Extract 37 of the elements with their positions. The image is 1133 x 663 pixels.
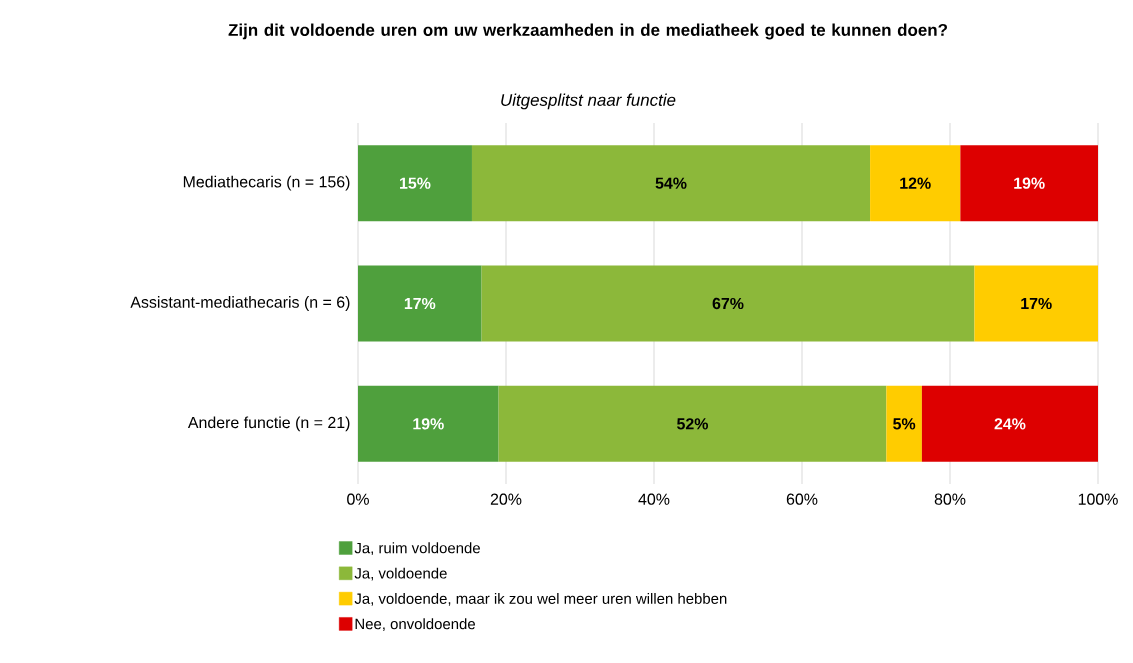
data-label: 52% bbox=[677, 418, 709, 430]
x-tick-label: 80% bbox=[934, 493, 966, 505]
bar bbox=[974, 265, 1099, 342]
legend-label: Ja, voldoende bbox=[354, 567, 447, 581]
bar bbox=[358, 145, 472, 222]
legend-label: Nee, onvoldoende bbox=[355, 618, 475, 631]
y-tick-label: Andere functie (n = 21) bbox=[187, 416, 350, 432]
bar bbox=[471, 145, 871, 222]
chart-title: Zijn dit voldoende uren om uw werkzaamheden in de mediatheek goed te kunnen doen? bbox=[228, 23, 947, 40]
legend-label: Ja, voldoende, maar ik zou wel meer uren willen hebben bbox=[354, 592, 727, 606]
bar bbox=[358, 385, 499, 462]
data-label: 54% bbox=[655, 177, 687, 189]
x-tick-label: 0% bbox=[347, 493, 369, 505]
x-tick-label: 60% bbox=[786, 493, 818, 505]
bar bbox=[870, 145, 961, 222]
bar bbox=[886, 385, 922, 462]
x-tick-label: 100% bbox=[1078, 493, 1118, 505]
bar bbox=[481, 265, 975, 342]
data-label: 12% bbox=[900, 177, 931, 189]
data-label: 19% bbox=[1014, 177, 1045, 189]
data-label: 17% bbox=[404, 297, 436, 310]
data-label: 17% bbox=[1021, 297, 1052, 310]
bar bbox=[358, 265, 482, 342]
x-tick-label: 20% bbox=[490, 493, 522, 505]
y-tick-label: Mediathecaris (n = 156) bbox=[183, 175, 350, 191]
y-tick-label: Assistant-mediathecaris (n = 6) bbox=[130, 296, 350, 311]
data-label: 19% bbox=[413, 418, 444, 430]
legend-label: Ja, ruim voldoende bbox=[354, 542, 480, 556]
data-label: 24% bbox=[994, 418, 1026, 430]
data-label: 67% bbox=[712, 297, 744, 310]
data-label: 15% bbox=[400, 177, 431, 189]
data-label: 5% bbox=[893, 418, 916, 430]
bar bbox=[498, 385, 887, 462]
chart-subtitle: Uitgesplitst naar functie bbox=[501, 93, 676, 110]
x-tick-label: 40% bbox=[638, 493, 670, 505]
bar bbox=[921, 385, 1099, 462]
bar bbox=[960, 145, 1099, 222]
